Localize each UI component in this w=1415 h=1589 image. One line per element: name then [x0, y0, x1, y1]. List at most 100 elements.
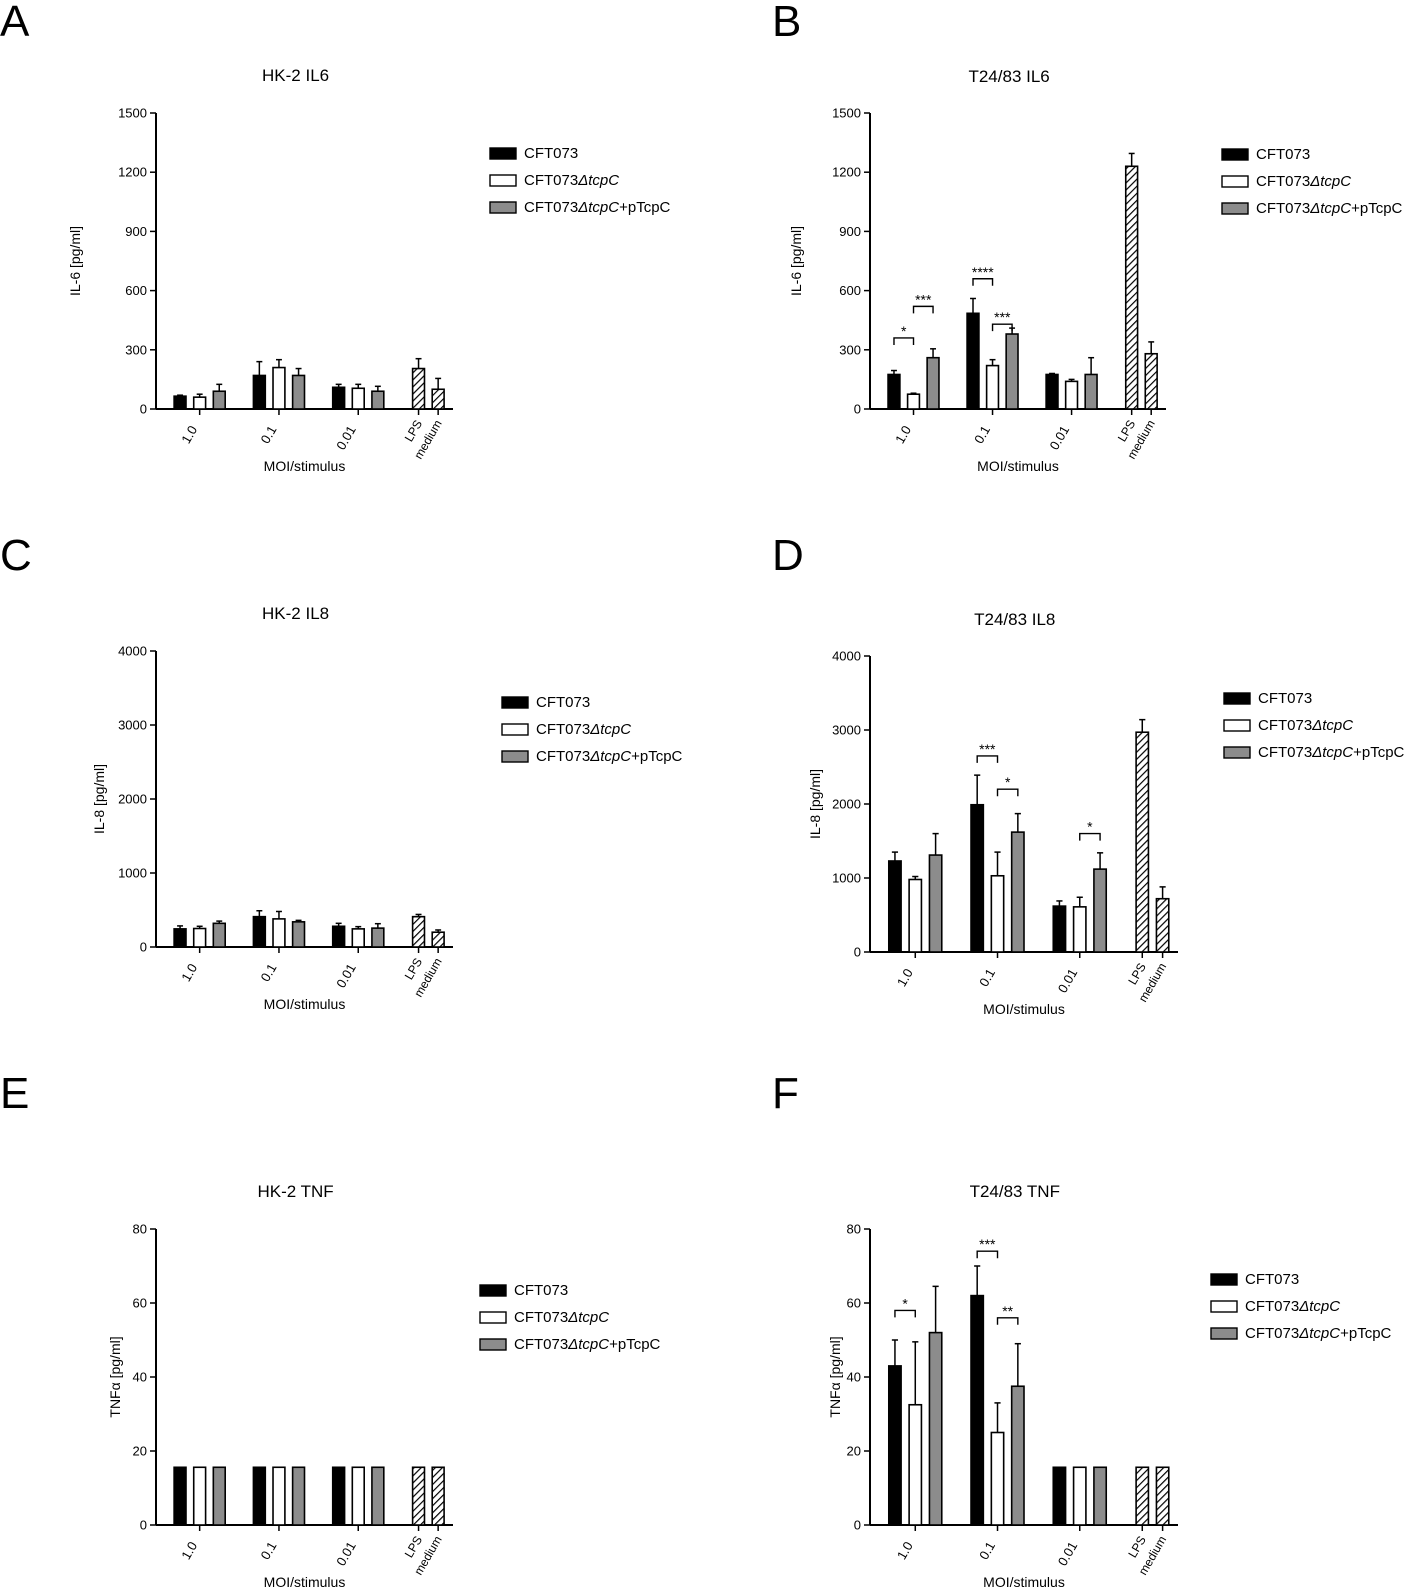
panel-letter-b: B: [772, 0, 801, 46]
y-tick-label: 20: [847, 1444, 861, 1459]
chart-title: HK-2 IL8: [262, 604, 329, 623]
significance-bracket: [996, 788, 1019, 797]
x-tick-label: 0.1: [976, 966, 998, 989]
bar: [252, 374, 267, 410]
significance-label: ****: [972, 264, 994, 280]
bar: [990, 1431, 1005, 1526]
legend-label: CFT073ΔtcpC+pTcpC: [536, 748, 683, 765]
bar: [908, 1403, 923, 1526]
control-bar: [431, 931, 445, 948]
panel-d: T24/83 IL8 0 1000 2000 3000 4000 IL-8 [pg/ml] 1…: [807, 610, 1405, 1017]
bar: [173, 1466, 187, 1526]
legend-label-base: CFT073: [1258, 744, 1312, 761]
y-axis-label: IL-6 [pg/ml]: [67, 226, 83, 296]
y-tick-label: 0: [140, 1518, 147, 1533]
control-bar: [1155, 1466, 1170, 1526]
bar: [252, 1466, 267, 1526]
control-bar: [431, 388, 445, 410]
y-tick-label: 1200: [118, 165, 147, 180]
y-tick-label: 80: [133, 1222, 147, 1237]
control-bar: [1124, 165, 1139, 410]
legend-label-italic: ΔtcpC: [577, 172, 619, 189]
control-bar: [1135, 731, 1150, 953]
significance-bracket: [972, 278, 994, 286]
legend-swatch: [1210, 1273, 1238, 1286]
y-tick-label: 0: [854, 402, 861, 417]
legend-label-base: CFT073: [1256, 173, 1310, 190]
bar: [252, 915, 267, 948]
panel-a: HK-2 IL6 0 300 600 900 1200 1500 IL-6 [pg/ml] 1.…: [67, 66, 671, 474]
legend-label-italic: ΔtcpC: [1298, 1325, 1340, 1342]
bar: [966, 312, 980, 410]
y-axis-label: IL-6 [pg/ml]: [788, 226, 804, 296]
legend-label: CFT073ΔtcpC: [514, 1309, 609, 1326]
control-bar: [1155, 897, 1170, 953]
bar: [371, 390, 385, 410]
legend-swatch: [1223, 692, 1251, 705]
bar: [1084, 373, 1098, 410]
bar: [351, 928, 365, 948]
legend-label-suffix: +pTcpC: [631, 748, 682, 765]
bar: [1052, 1466, 1067, 1526]
bar: [371, 1466, 385, 1526]
x-tick-label: 1.0: [178, 1539, 200, 1562]
legend-label-base: CFT073: [1245, 1271, 1299, 1288]
panel-b: T24/83 IL6 0 300 600 900 1200 1500 IL-6 [pg/ml]…: [788, 67, 1403, 474]
y-tick-label: 0: [854, 945, 861, 960]
legend-label: CFT073ΔtcpC+pTcpC: [514, 1336, 661, 1353]
legend-label: CFT073: [524, 145, 578, 162]
legend-label-italic: ΔtcpC: [1309, 200, 1351, 217]
y-tick-label: 40: [847, 1370, 861, 1385]
bar: [212, 1466, 227, 1526]
y-tick-label: 900: [839, 224, 861, 239]
y-tick-label: 900: [125, 224, 147, 239]
legend-swatch: [479, 1284, 507, 1297]
bar: [1010, 1385, 1025, 1526]
legend-swatch: [1221, 175, 1249, 188]
significance-bracket: [912, 305, 934, 314]
chart-title: T24/83 IL6: [968, 67, 1049, 86]
significance-label: *: [1005, 774, 1011, 790]
x-tick-label: 0.1: [976, 1539, 998, 1562]
bar: [928, 1331, 943, 1526]
bar: [887, 860, 902, 953]
bar: [212, 390, 227, 410]
significance-label: *: [1087, 819, 1093, 835]
y-tick-label: 0: [140, 402, 147, 417]
significance-label: *: [901, 323, 907, 339]
panel-c: HK-2 IL8 0 1000 2000 3000 4000 IL-8 [pg/ml] 1.0…: [91, 604, 683, 1012]
legend-label-italic: ΔtcpC: [589, 721, 631, 738]
legend-label: CFT073ΔtcpC: [1258, 717, 1353, 734]
panel-letter-d: D: [772, 531, 804, 580]
significance-label: *: [902, 1295, 908, 1311]
legend-swatch: [489, 147, 517, 160]
chart-title: T24/83 IL8: [974, 610, 1055, 629]
bar: [985, 364, 1000, 410]
bar: [331, 925, 346, 948]
significance-bracket: [894, 1309, 916, 1318]
significance-bracket: [1079, 832, 1101, 841]
legend-label-base: CFT073: [1256, 146, 1310, 163]
y-tick-label: 20: [133, 1444, 147, 1459]
significance-bracket: [991, 323, 1013, 332]
legend-swatch: [1223, 746, 1251, 759]
legend-label: CFT073ΔtcpC+pTcpC: [524, 199, 671, 216]
bar: [351, 387, 365, 410]
bar: [928, 854, 943, 953]
x-tick-label: 1.0: [178, 423, 200, 446]
bar: [331, 386, 346, 410]
y-axis-label: TNFα [pg/ml]: [827, 1336, 843, 1417]
bar: [1052, 905, 1067, 953]
x-tick-label: 1.0: [894, 1539, 916, 1562]
chart-title: T24/83 TNF: [970, 1182, 1060, 1201]
bar: [970, 1294, 985, 1526]
legend-label-italic: ΔtcpC: [567, 1309, 609, 1326]
y-tick-label: 60: [847, 1296, 861, 1311]
significance-bracket: [976, 1250, 999, 1259]
legend-swatch: [1221, 148, 1249, 161]
legend-label: CFT073ΔtcpC: [1245, 1298, 1340, 1315]
x-axis-label: MOI/stimulus: [977, 458, 1059, 474]
bar: [272, 366, 286, 410]
legend-label-base: CFT073: [1256, 200, 1310, 217]
bar: [173, 928, 187, 948]
